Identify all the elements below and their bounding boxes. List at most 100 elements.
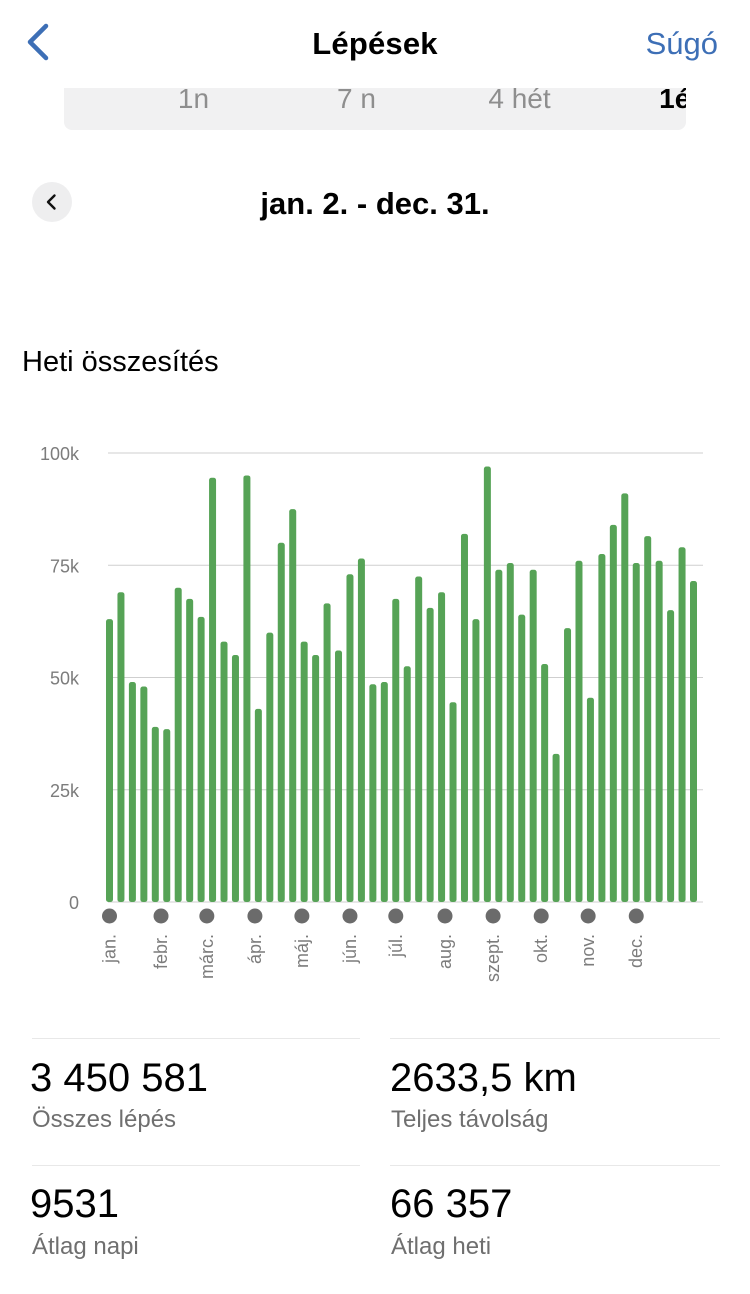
bar — [426, 607, 434, 902]
bar — [460, 533, 468, 902]
bar — [655, 560, 663, 902]
section-title: Heti összesítés — [22, 346, 219, 378]
chevron-left-icon — [27, 23, 49, 61]
bar — [690, 580, 697, 902]
tab-1-year[interactable]: 1év — [659, 88, 686, 114]
daily-average-label: Átlag napi — [32, 1233, 139, 1260]
bar — [186, 598, 194, 902]
month-label: szept. — [483, 934, 503, 982]
month-marker-dot — [580, 908, 596, 924]
y-tick-label: 100k — [40, 444, 80, 464]
y-tick-label: 50k — [50, 669, 80, 689]
bar — [644, 536, 652, 902]
bar — [632, 563, 640, 902]
bar — [564, 628, 572, 902]
bar — [174, 587, 182, 902]
bar — [357, 558, 365, 902]
month-marker-dot — [388, 908, 404, 924]
bar — [289, 509, 297, 902]
bar — [552, 753, 560, 902]
bar — [163, 729, 171, 902]
month-label: aug. — [435, 934, 455, 969]
y-tick-label: 25k — [50, 781, 80, 801]
bar — [438, 592, 446, 902]
bar — [197, 616, 205, 902]
month-marker-dot — [294, 908, 310, 924]
chevron-left-icon — [46, 194, 56, 210]
date-range-label: jan. 2. - dec. 31. — [260, 186, 490, 221]
bar — [449, 702, 457, 902]
total-distance-value: 2633,5 km — [390, 1056, 577, 1100]
bar — [300, 641, 308, 902]
tab-4-weeks[interactable]: 4 hét — [488, 88, 551, 114]
month-label: máj. — [292, 934, 312, 968]
weekly-average-label: Átlag heti — [391, 1233, 492, 1260]
bar — [472, 619, 480, 902]
bar — [106, 619, 113, 902]
month-marker-dot — [199, 908, 215, 924]
total-steps-label: Összes lépés — [32, 1106, 177, 1133]
bar — [598, 554, 606, 902]
bar — [529, 569, 537, 902]
month-label: nov. — [578, 934, 598, 967]
bar — [369, 684, 377, 902]
tab-7-days[interactable]: 7 n — [337, 88, 376, 114]
month-marker-dot — [485, 908, 501, 924]
daily-average-value: 9531 — [30, 1182, 119, 1226]
bar — [586, 697, 594, 902]
bar — [541, 664, 549, 902]
bar — [254, 708, 262, 902]
bar — [678, 547, 686, 902]
bar — [231, 655, 239, 902]
month-label: jan. — [100, 934, 120, 964]
bar — [518, 614, 526, 902]
bar — [415, 576, 423, 902]
month-marker-dot — [342, 908, 358, 924]
bar — [335, 650, 343, 902]
tab-1-day[interactable]: 1n — [177, 88, 210, 114]
bar — [609, 524, 617, 902]
bar — [483, 466, 491, 902]
period-segmented-control: 1n 7 n 4 hét 1év — [64, 88, 686, 130]
bar — [346, 574, 354, 902]
bar — [667, 610, 675, 902]
date-navigator: jan. 2. - dec. 31. — [0, 180, 750, 230]
bar — [277, 542, 285, 902]
total-steps-value: 3 450 581 — [30, 1056, 208, 1100]
month-label: dec. — [626, 934, 646, 968]
month-label: márc. — [197, 934, 217, 979]
y-tick-label: 75k — [50, 556, 80, 576]
month-marker-dot — [153, 908, 169, 924]
stats-divider — [32, 1038, 360, 1039]
month-marker-dot — [437, 908, 453, 924]
month-label: okt. — [531, 934, 551, 963]
bar — [621, 493, 629, 902]
month-label: ápr. — [245, 934, 265, 964]
bar — [151, 726, 159, 902]
month-label: jún. — [340, 934, 360, 964]
bar — [128, 681, 136, 902]
bar — [495, 569, 503, 902]
chart-canvas: 0 25k 50k 75k 100k jan. febr. márc. ápr. máj. jún.… — [40, 444, 703, 982]
bar — [575, 560, 583, 902]
bar — [403, 666, 411, 902]
stats-divider — [32, 1165, 360, 1166]
month-marker-dot — [628, 908, 644, 924]
month-label: júl. — [386, 934, 406, 958]
month-marker-dot — [102, 908, 117, 924]
weekly-average-value: 66 357 — [390, 1182, 513, 1226]
y-tick-label: 0 — [69, 893, 79, 913]
weekly-steps-chart: 0 25k 50k 75k 100k jan. febr. márc. ápr. máj. jún.… — [0, 430, 750, 1030]
help-button[interactable]: Súgó — [645, 26, 718, 61]
bar — [117, 592, 125, 902]
bar — [209, 477, 217, 902]
back-button[interactable] — [18, 20, 62, 64]
total-distance-label: Teljes távolság — [391, 1106, 549, 1133]
bar — [243, 475, 251, 902]
bar — [140, 686, 148, 902]
month-marker-dot — [247, 908, 263, 924]
bar — [312, 655, 320, 902]
previous-period-button[interactable] — [32, 182, 72, 222]
navigation-bar: Lépések Súgó — [0, 0, 750, 88]
bar — [220, 641, 228, 902]
